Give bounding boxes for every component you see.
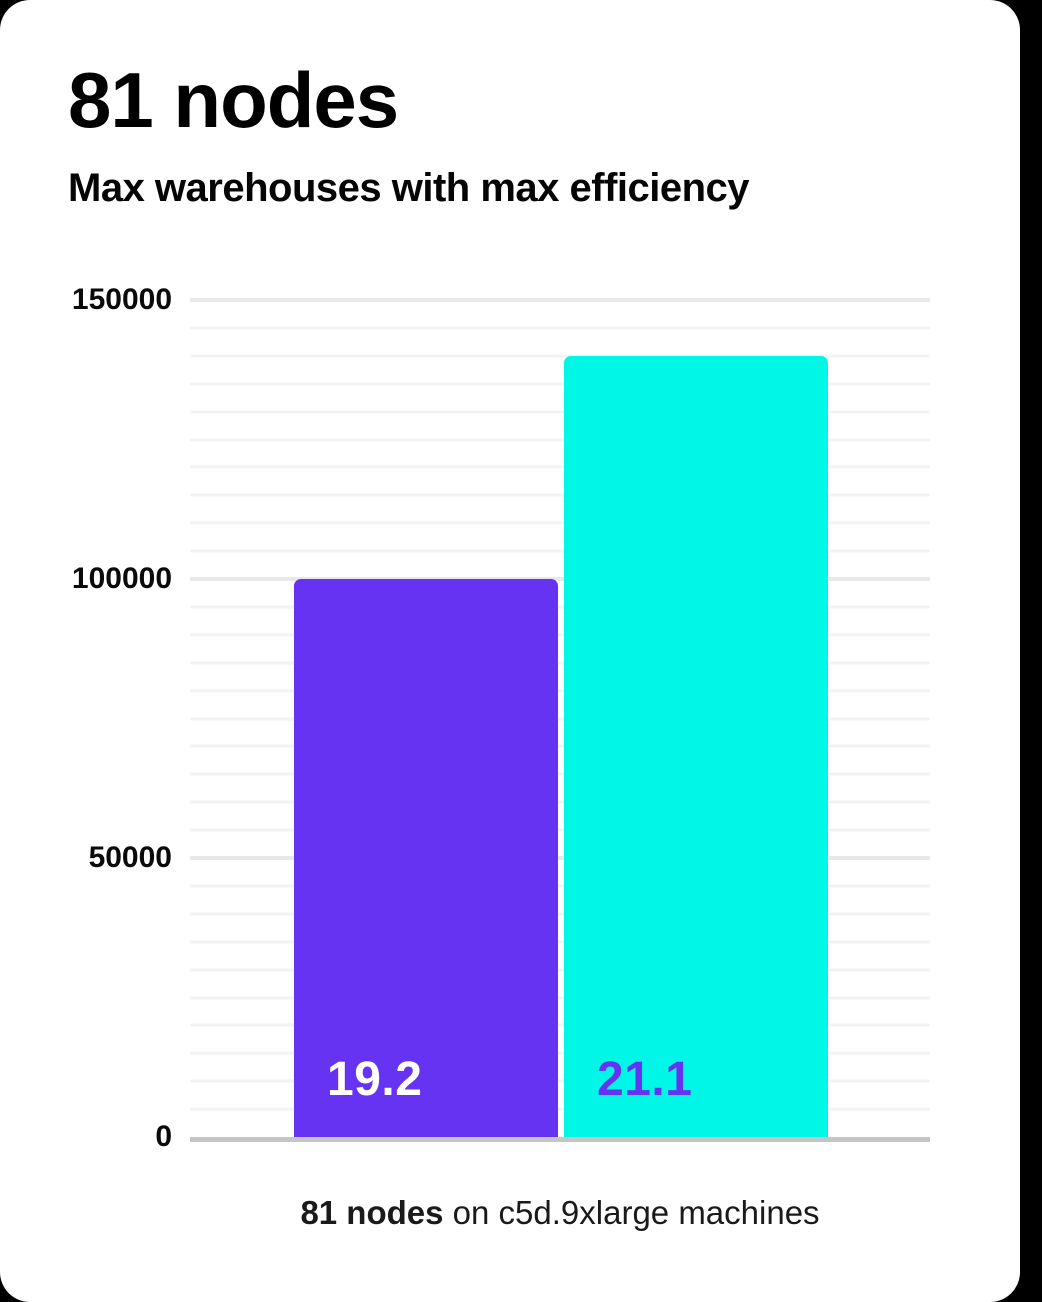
minor-gridline — [190, 633, 930, 637]
minor-gridline — [190, 828, 930, 832]
x-axis-baseline — [190, 1137, 930, 1142]
plot-area: 19.2 21.1 — [190, 298, 930, 1142]
chart-card: 81 nodes Max warehouses with max efficie… — [0, 0, 1020, 1302]
minor-gridline — [190, 465, 930, 469]
y-axis: 0 50000 100000 150000 — [0, 283, 172, 1153]
minor-gridline — [190, 996, 930, 1000]
minor-gridline — [190, 717, 930, 720]
major-gridline — [190, 577, 930, 582]
minor-gridline — [190, 689, 930, 693]
y-axis-tick-label: 50000 — [88, 841, 172, 875]
minor-gridline — [190, 410, 930, 414]
minor-gridline — [190, 1107, 930, 1111]
chart-title: 81 nodes — [68, 56, 399, 144]
chart-caption: 81 nodes on c5d.9xlarge machines — [190, 1194, 930, 1232]
major-gridline — [190, 298, 930, 302]
minor-gridline — [190, 884, 930, 888]
minor-gridline — [190, 521, 930, 525]
minor-gridline — [190, 968, 930, 972]
minor-gridline — [190, 605, 930, 609]
bar-value-label: 19.2 — [327, 1053, 423, 1106]
minor-gridline — [190, 549, 930, 553]
minor-gridline — [190, 744, 930, 748]
y-axis-tick-label: 150000 — [71, 283, 172, 316]
chart-subtitle: Max warehouses with max efficiency — [68, 166, 750, 210]
minor-gridline — [190, 438, 930, 441]
caption-bold-text: 81 nodes — [300, 1194, 444, 1231]
bar-value-label: 21.1 — [597, 1053, 693, 1106]
minor-gridline — [190, 382, 930, 386]
minor-gridline — [190, 354, 930, 358]
minor-gridline — [190, 1079, 930, 1083]
minor-gridline — [190, 661, 930, 665]
minor-gridline — [190, 1051, 930, 1055]
minor-gridline — [190, 1023, 930, 1027]
minor-gridline — [190, 326, 930, 330]
minor-gridline — [190, 940, 930, 944]
caption-regular-text: on c5d.9xlarge machines — [443, 1194, 820, 1231]
minor-gridline — [190, 772, 930, 776]
bar-v19.2: 19.2 — [294, 579, 558, 1137]
y-axis-tick-label: 100000 — [71, 562, 172, 596]
bar-v21.1: 21.1 — [564, 355, 828, 1137]
minor-gridline — [190, 912, 930, 916]
major-gridline — [190, 856, 930, 861]
minor-gridline — [190, 493, 930, 497]
y-axis-tick-label: 0 — [155, 1120, 172, 1153]
minor-gridline — [190, 800, 930, 804]
